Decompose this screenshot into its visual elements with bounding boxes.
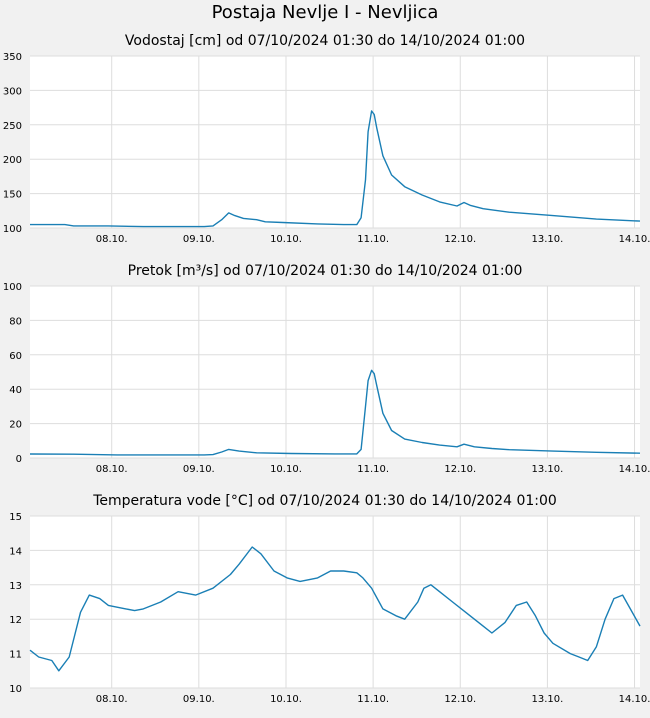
water-temperature-chart: Temperatura vode [°C] od 07/10/2024 01:3…	[9, 493, 650, 705]
discharge-chart: Pretok [m³/s] od 07/10/2024 01:30 do 14/…	[3, 263, 650, 475]
x-tick-label: 13.10.	[532, 464, 564, 475]
y-tick-label: 20	[9, 420, 22, 431]
y-tick-label: 13	[9, 581, 22, 592]
x-tick-label: 09.10.	[183, 464, 215, 475]
x-tick-label: 10.10.	[270, 234, 302, 245]
x-tick-label: 09.10.	[183, 694, 215, 705]
x-tick-label: 13.10.	[532, 694, 564, 705]
y-tick-label: 15	[9, 512, 22, 523]
x-tick-label: 12.10.	[444, 464, 476, 475]
y-tick-label: 250	[3, 121, 22, 132]
x-tick-label: 08.10.	[96, 464, 128, 475]
y-tick-label: 40	[9, 385, 22, 396]
x-tick-label: 12.10.	[444, 694, 476, 705]
series-line	[29, 546, 641, 672]
x-tick-label: 10.10.	[270, 464, 302, 475]
y-tick-label: 350	[3, 52, 22, 63]
y-tick-label: 12	[9, 615, 22, 626]
y-tick-label: 80	[9, 316, 22, 327]
x-tick-label: 14.10.	[619, 234, 650, 245]
series-line	[29, 369, 641, 456]
x-tick-label: 12.10.	[444, 234, 476, 245]
x-tick-label: 14.10.	[619, 694, 650, 705]
chart-title: Temperatura vode [°C] od 07/10/2024 01:3…	[92, 493, 557, 509]
y-tick-label: 200	[3, 155, 22, 166]
y-tick-label: 0	[16, 454, 22, 465]
y-tick-label: 100	[3, 282, 22, 293]
x-tick-label: 14.10.	[619, 464, 650, 475]
y-tick-label: 100	[3, 224, 22, 235]
x-tick-label: 11.10.	[357, 234, 389, 245]
page-title: Postaja Nevlje I - Nevljica	[211, 2, 439, 23]
y-tick-label: 300	[3, 86, 22, 97]
x-tick-label: 09.10.	[183, 234, 215, 245]
y-tick-label: 11	[9, 650, 22, 661]
plot-area	[30, 56, 640, 228]
water-level-chart: Vodostaj [cm] od 07/10/2024 01:30 do 14/…	[3, 33, 650, 245]
series-line	[30, 110, 641, 228]
x-tick-label: 08.10.	[96, 694, 128, 705]
chart-title: Vodostaj [cm] od 07/10/2024 01:30 do 14/…	[125, 33, 525, 49]
plot-area	[30, 286, 640, 458]
y-tick-label: 150	[3, 190, 22, 201]
x-tick-label: 11.10.	[357, 694, 389, 705]
y-tick-label: 14	[9, 546, 22, 557]
x-tick-label: 11.10.	[357, 464, 389, 475]
plot-area	[30, 516, 640, 688]
chart-title: Pretok [m³/s] od 07/10/2024 01:30 do 14/…	[128, 263, 523, 279]
y-tick-label: 10	[9, 684, 22, 695]
x-tick-label: 10.10.	[270, 694, 302, 705]
y-tick-label: 60	[9, 351, 22, 362]
x-tick-label: 08.10.	[96, 234, 128, 245]
x-tick-label: 13.10.	[532, 234, 564, 245]
